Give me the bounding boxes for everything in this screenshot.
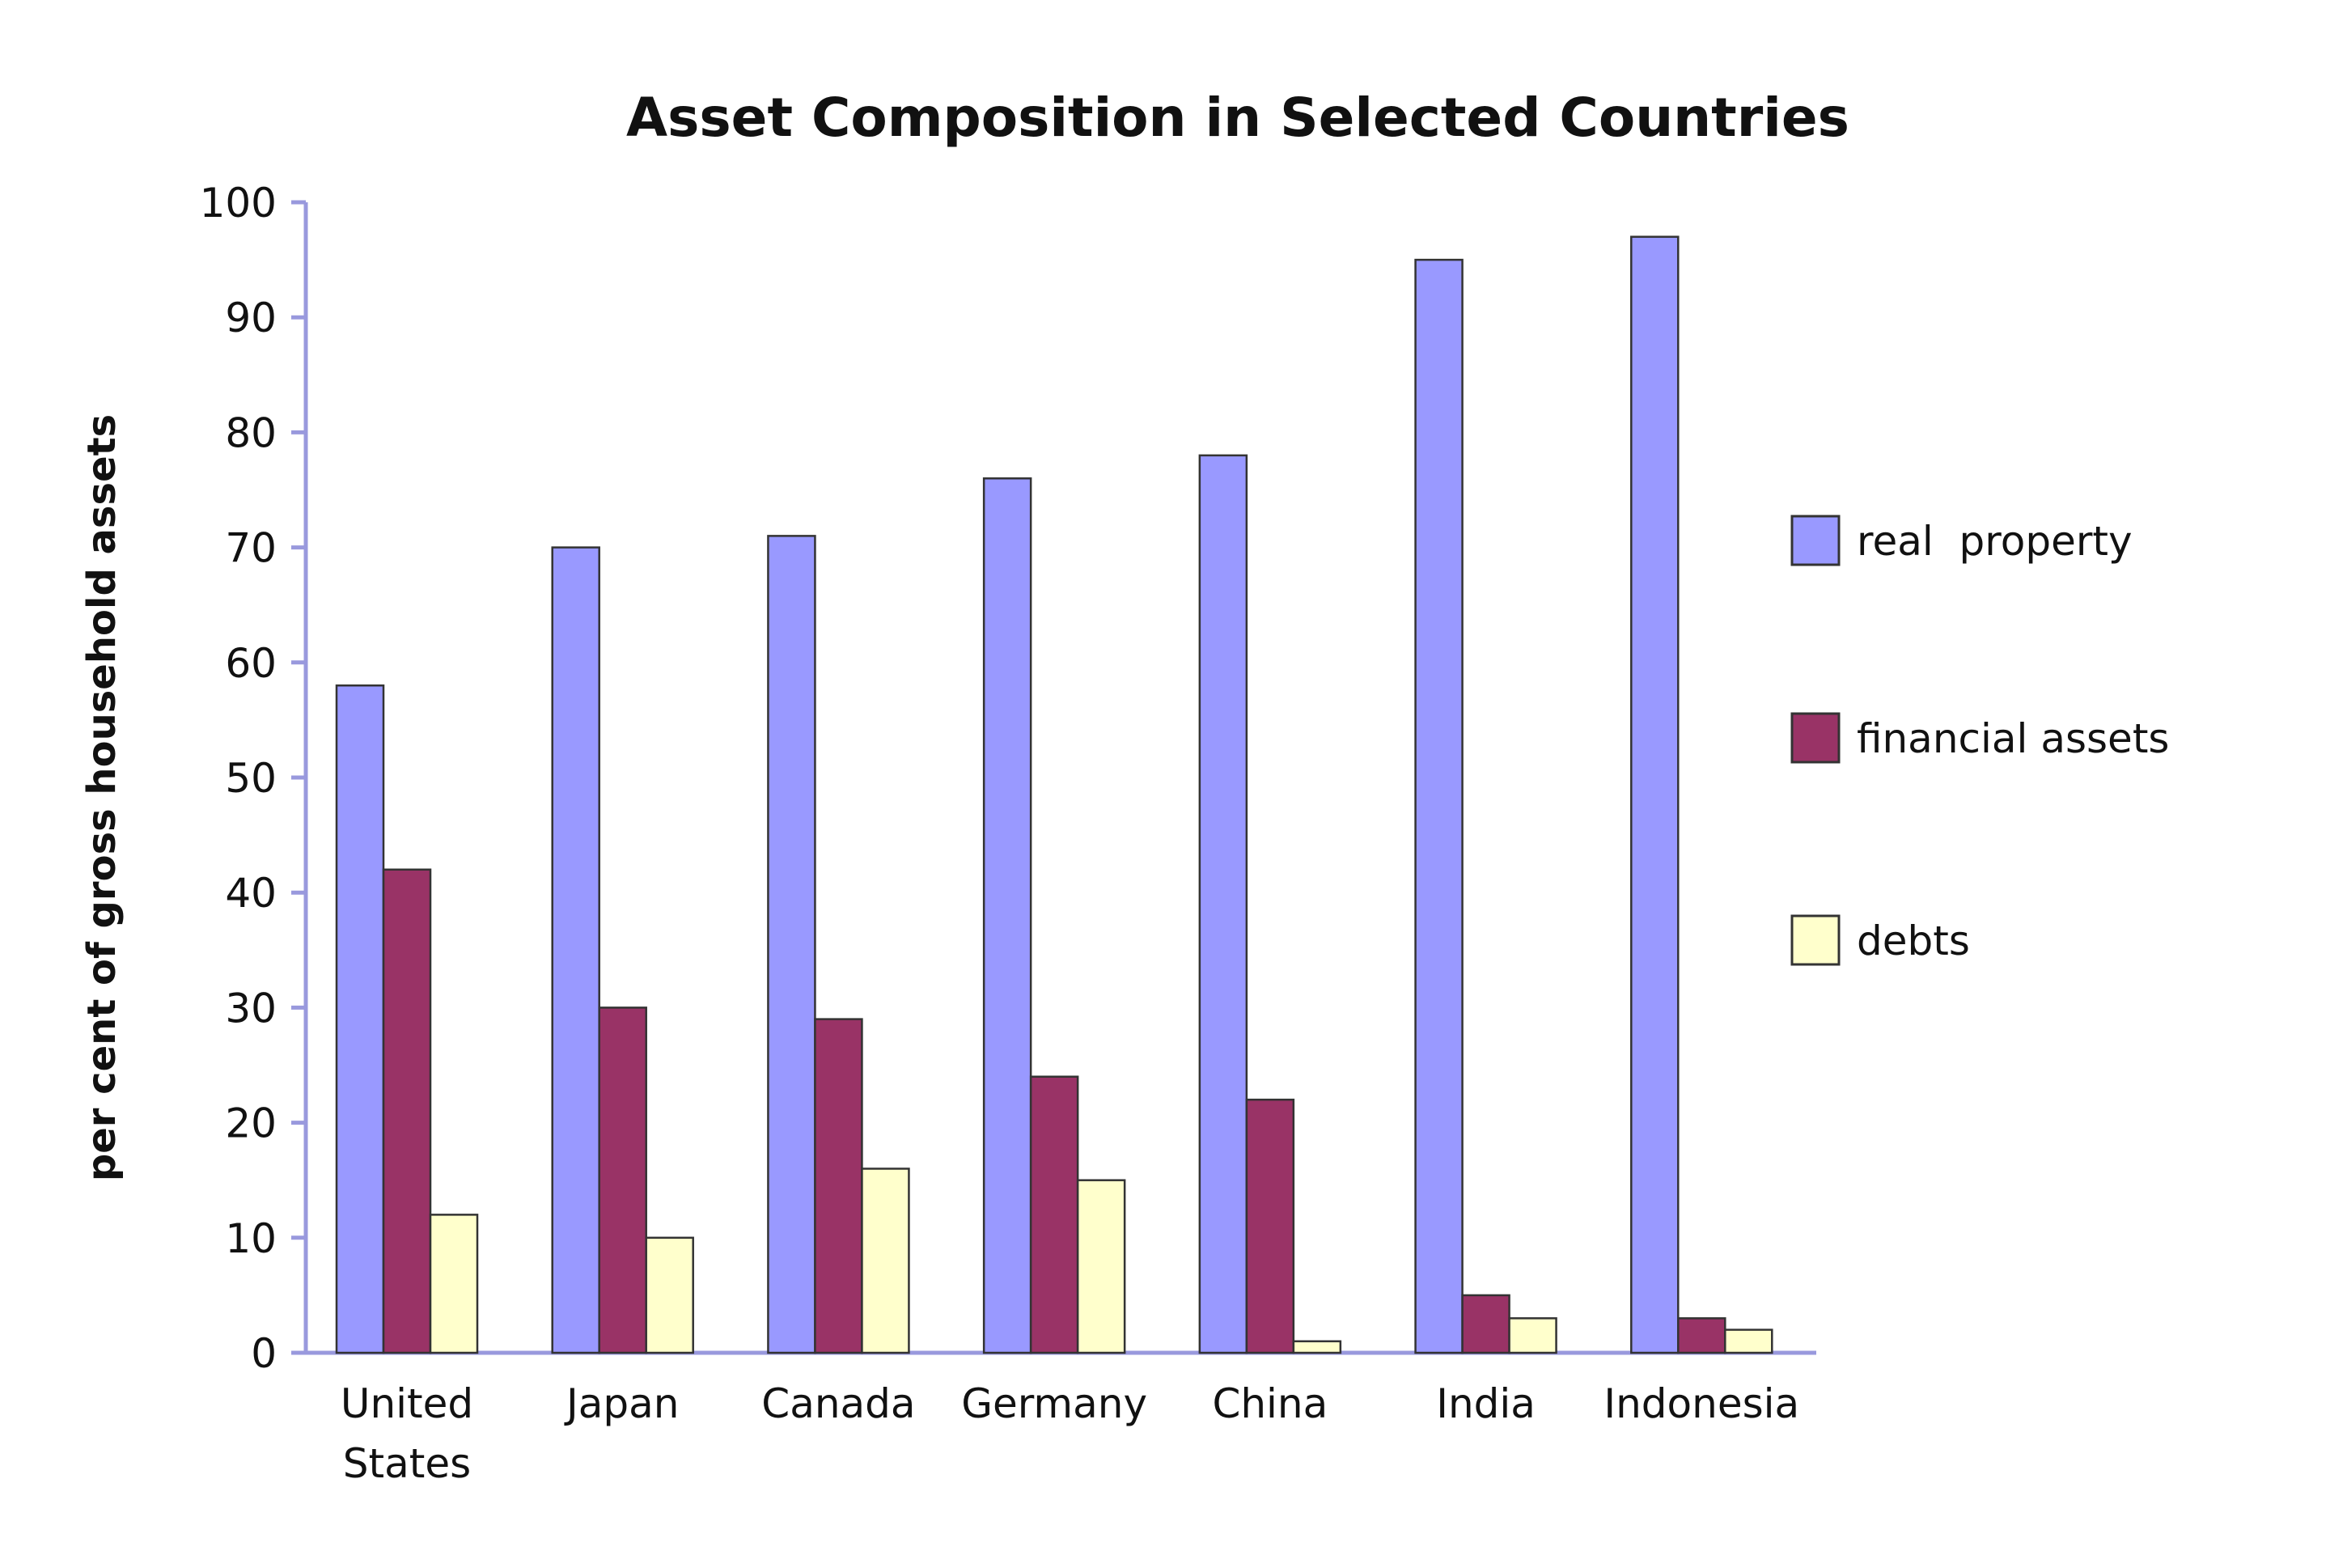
legend-label: real property	[1857, 518, 2133, 565]
y-tick-label: 70	[225, 525, 277, 572]
bar-1-6	[1414, 258, 1464, 1354]
bar-3-4	[1076, 1179, 1126, 1354]
bar-2-3	[814, 1018, 863, 1354]
legend-label: debts	[1857, 917, 1970, 964]
bar-2-1	[382, 868, 432, 1354]
y-axis: 0 10 20 30 40 50 60 70 80 90 100	[200, 180, 308, 1377]
bar-2-5	[1245, 1098, 1295, 1354]
category-label: States	[343, 1440, 471, 1487]
category-label: India	[1436, 1380, 1536, 1427]
y-tick-label: 0	[251, 1330, 277, 1377]
bar-2-4	[1029, 1075, 1079, 1354]
y-tick-label: 10	[225, 1215, 277, 1262]
category-label: Japan	[564, 1380, 679, 1427]
bar-3-5	[1292, 1340, 1342, 1354]
bar-3-6	[1508, 1317, 1557, 1354]
bar-3-3	[861, 1168, 910, 1354]
bar-3-2	[645, 1236, 694, 1354]
category-label: United	[341, 1380, 473, 1427]
legend-label: financial assets	[1857, 715, 2169, 762]
y-tick-label: 100	[200, 180, 277, 227]
y-tick-label: 20	[225, 1100, 277, 1147]
legend-swatch	[1790, 515, 1841, 566]
category-label: Canada	[761, 1380, 915, 1427]
chart-title: Asset Composition in Selected Countries	[626, 87, 1849, 149]
bar-3-7	[1724, 1329, 1773, 1354]
legend-swatch	[1790, 712, 1841, 764]
y-tick-label: 30	[225, 985, 277, 1032]
category-label: China	[1212, 1380, 1328, 1427]
bar-1-4	[982, 477, 1032, 1354]
bar-1-2	[551, 546, 600, 1354]
bar-1-3	[767, 535, 816, 1354]
y-axis-label: per cent of gross household assets	[79, 414, 125, 1181]
category-label: Indonesia	[1603, 1380, 1799, 1427]
category-label: Germany	[961, 1380, 1147, 1427]
y-tick-label: 80	[225, 409, 277, 456]
bar-2-6	[1461, 1294, 1510, 1354]
legend-swatch	[1790, 914, 1841, 966]
bars	[335, 235, 1773, 1354]
category-labels: United States Japan Canada Germany China India…	[341, 1380, 1799, 1487]
legend: real property financial assets debts	[1790, 515, 2169, 966]
bar-1-1	[335, 684, 385, 1354]
bar-2-2	[598, 1006, 647, 1354]
bar-1-7	[1630, 235, 1680, 1354]
y-tick-label: 40	[225, 870, 277, 917]
y-tick-label: 60	[225, 640, 277, 687]
y-tick-label: 50	[225, 755, 277, 802]
bar-3-1	[429, 1214, 479, 1354]
bar-2-7	[1677, 1317, 1726, 1354]
y-tick-label: 90	[225, 295, 277, 341]
bar-1-5	[1198, 454, 1248, 1354]
